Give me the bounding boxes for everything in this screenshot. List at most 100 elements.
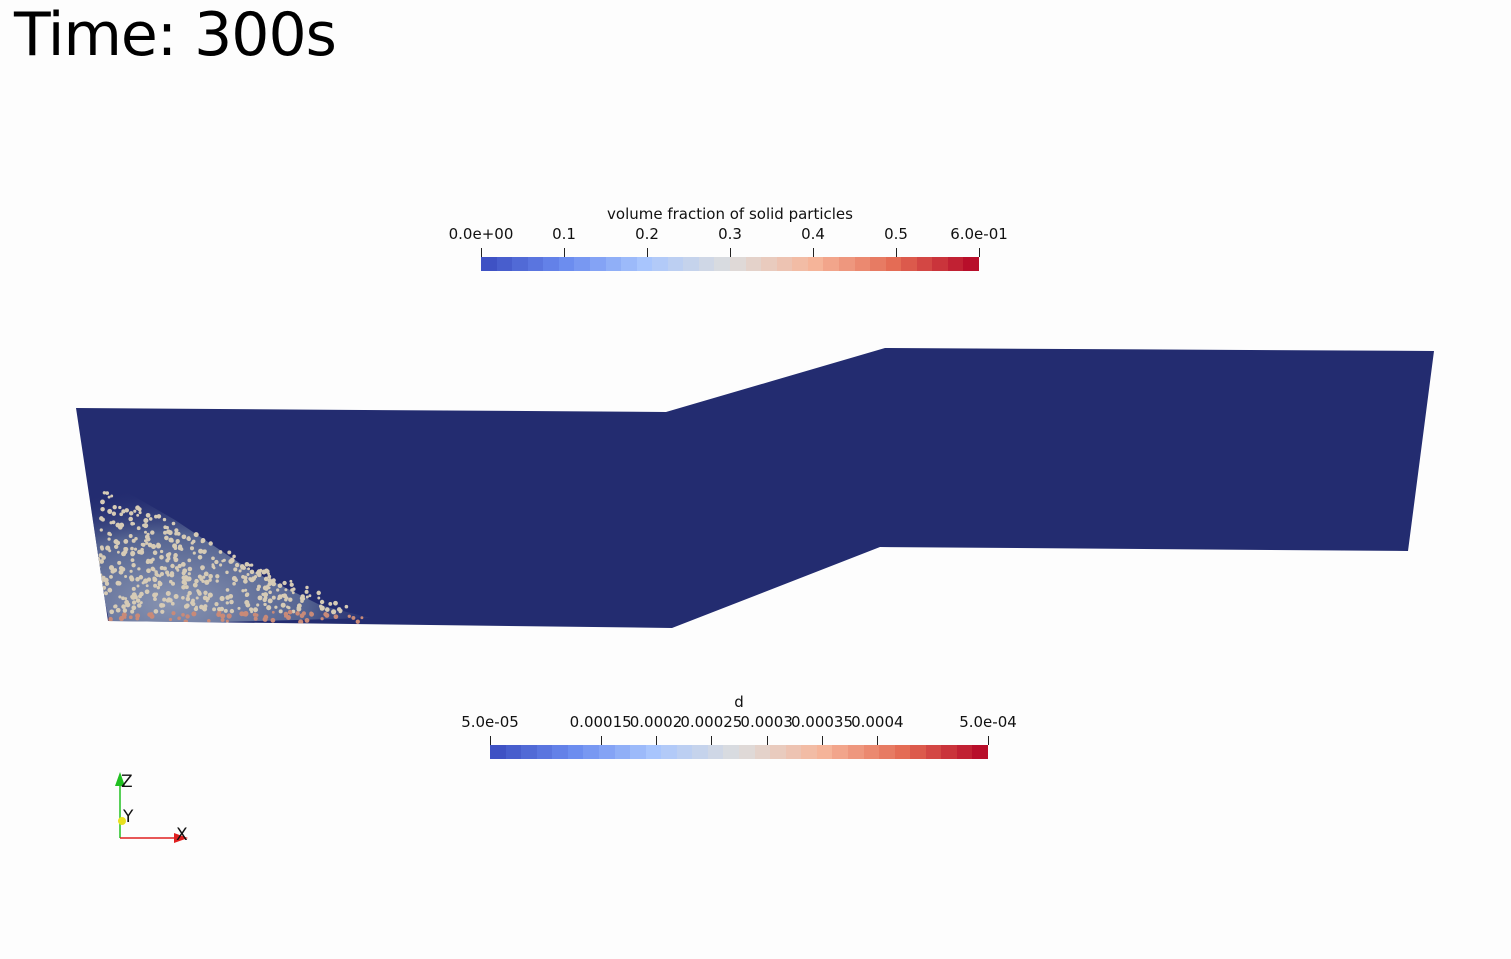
colorbar-segment [925, 745, 942, 759]
particle [133, 547, 138, 551]
particle [283, 611, 289, 617]
colorbar-segment [621, 257, 637, 271]
particle [131, 586, 136, 591]
particle [208, 573, 213, 579]
colorbar-tick-mark [730, 248, 731, 257]
particle [301, 611, 306, 616]
colorbar-tick-mark [490, 736, 491, 745]
particle [249, 569, 255, 575]
colorbar-tick-label: 0.0003 [740, 713, 793, 731]
particle [153, 609, 159, 614]
particle [139, 601, 143, 605]
particle [284, 588, 288, 592]
particle [262, 597, 267, 603]
colorbar-segment [879, 745, 895, 759]
particle [115, 540, 121, 546]
colorbar-tick-mark [822, 736, 823, 745]
particle [172, 543, 178, 549]
particle [289, 579, 293, 583]
particle [130, 609, 135, 614]
particle [175, 541, 179, 544]
particle [138, 575, 144, 580]
colorbar-segment [956, 745, 973, 759]
particle [288, 597, 293, 602]
particle [218, 550, 223, 554]
particle [185, 596, 191, 602]
colorbar-tick-mark [896, 248, 897, 257]
particle [249, 607, 254, 612]
particle [289, 582, 294, 587]
particle [171, 521, 176, 526]
colorbar-segment [667, 257, 684, 271]
particle [271, 581, 277, 587]
colorbar-tick-mark [767, 736, 768, 745]
colorbar-segment [941, 745, 957, 759]
particle [151, 567, 156, 572]
particle [98, 578, 104, 584]
particle [131, 592, 137, 598]
particle [267, 581, 272, 587]
particle [237, 606, 241, 610]
particle [226, 613, 232, 619]
particle [117, 560, 122, 565]
particle [238, 569, 242, 573]
particle [232, 554, 236, 559]
particle [263, 568, 270, 574]
colorbar-segment [847, 745, 864, 759]
particle [184, 619, 189, 624]
particle [241, 589, 245, 593]
particle [108, 619, 113, 624]
particle [154, 570, 158, 574]
colorbar-segment [481, 257, 497, 271]
colorbar-segment [947, 257, 964, 271]
particle [122, 608, 128, 613]
colorbar-tick-label: 0.2 [635, 225, 659, 243]
particle [102, 491, 107, 495]
particle [109, 575, 113, 579]
particle [214, 602, 219, 607]
particle [96, 565, 101, 569]
particle [173, 553, 178, 558]
particle [181, 612, 185, 617]
particle [137, 567, 141, 571]
particle [308, 594, 312, 598]
colorbar-segment [854, 257, 871, 271]
particle [241, 574, 245, 579]
colorbar-segment [543, 257, 559, 271]
particle [173, 557, 179, 563]
colorbar-segment [932, 257, 948, 271]
colorbar-segment [801, 745, 817, 759]
colorbar-segment [761, 257, 777, 271]
axis-x-label: X [176, 825, 188, 845]
particle [277, 594, 283, 600]
colorbar-segment [630, 745, 646, 759]
particle [92, 587, 97, 592]
particle [187, 566, 193, 572]
particle [125, 602, 131, 608]
colorbar-tick-label: 0.0002 [629, 713, 683, 731]
particle [247, 567, 251, 571]
colorbar-tick-mark [979, 248, 980, 257]
particle [93, 604, 98, 609]
particle [136, 584, 140, 588]
particle [143, 517, 149, 524]
particle [113, 544, 119, 550]
particle [109, 521, 113, 525]
colorbar-segment [598, 745, 615, 759]
particle [167, 597, 171, 602]
particle [162, 517, 167, 522]
particle [219, 595, 225, 602]
particle [128, 615, 133, 620]
particle [256, 603, 260, 607]
particle [137, 507, 142, 512]
particle [277, 583, 283, 589]
colorbar-segment [838, 257, 855, 271]
particle [244, 588, 248, 592]
particle [281, 593, 285, 597]
particle [88, 611, 92, 615]
particle [110, 569, 116, 574]
colorbar-gradient [490, 745, 988, 759]
particle [257, 595, 263, 601]
particle [100, 506, 105, 512]
